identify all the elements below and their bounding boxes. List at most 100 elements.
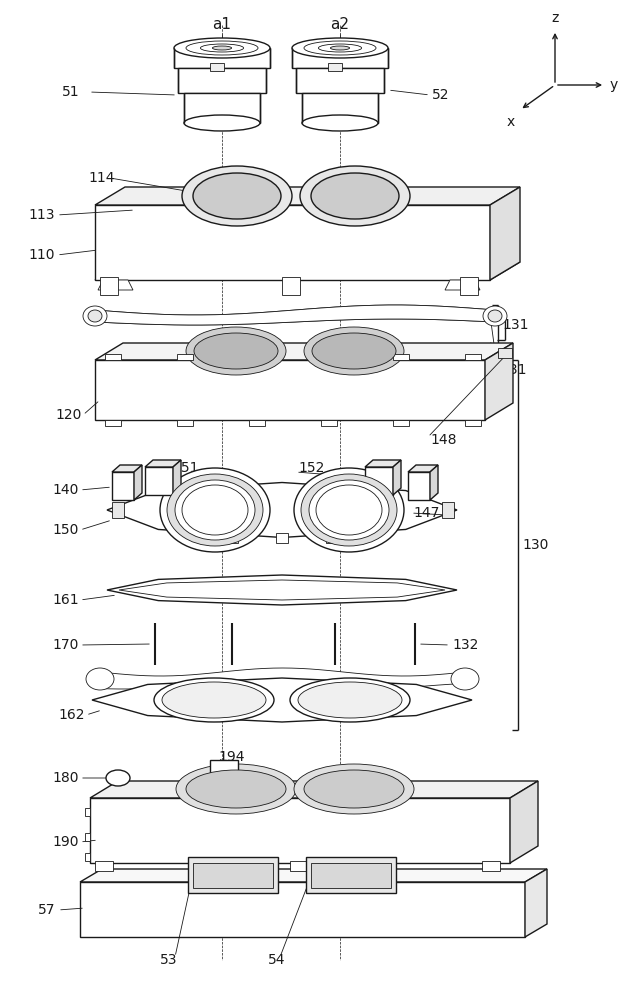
Polygon shape	[134, 465, 142, 500]
Ellipse shape	[483, 306, 507, 326]
Bar	[321, 420, 337, 426]
Text: 120: 120	[55, 408, 82, 422]
Bar	[85, 833, 90, 841]
Bar	[465, 420, 481, 426]
Bar	[188, 857, 278, 893]
Polygon shape	[90, 798, 510, 863]
Polygon shape	[107, 483, 457, 538]
Ellipse shape	[175, 480, 255, 540]
Text: 147: 147	[413, 506, 439, 520]
Ellipse shape	[488, 310, 502, 322]
Text: 110: 110	[28, 248, 54, 262]
Bar	[290, 861, 308, 871]
Text: 180: 180	[52, 771, 78, 785]
Bar	[85, 808, 90, 816]
Bar	[95, 861, 113, 871]
Text: 170: 170	[52, 638, 78, 652]
Bar	[442, 502, 454, 518]
Text: 113: 113	[28, 208, 54, 222]
Bar	[193, 863, 273, 888]
Text: 152: 152	[298, 461, 324, 475]
Ellipse shape	[186, 770, 286, 808]
Polygon shape	[98, 280, 133, 290]
Polygon shape	[80, 869, 547, 882]
Bar	[311, 863, 391, 888]
Ellipse shape	[304, 770, 404, 808]
Bar	[177, 420, 193, 426]
Bar	[210, 760, 238, 774]
Ellipse shape	[182, 485, 248, 535]
Polygon shape	[90, 781, 538, 798]
Polygon shape	[95, 360, 485, 420]
Polygon shape	[302, 93, 378, 123]
Bar	[112, 502, 124, 518]
Polygon shape	[525, 869, 547, 937]
Ellipse shape	[304, 41, 376, 55]
Text: 194: 194	[218, 750, 244, 764]
Text: 132: 132	[452, 638, 479, 652]
Polygon shape	[445, 280, 480, 290]
Polygon shape	[430, 465, 438, 500]
Text: 140: 140	[52, 483, 78, 497]
Text: y: y	[610, 78, 618, 92]
Ellipse shape	[304, 327, 404, 375]
Polygon shape	[490, 187, 520, 280]
Text: a2: a2	[330, 17, 349, 32]
Bar	[498, 348, 512, 358]
Polygon shape	[95, 205, 490, 280]
Ellipse shape	[330, 46, 349, 50]
Text: 114: 114	[88, 171, 115, 185]
Text: 150: 150	[52, 523, 78, 537]
Text: 148: 148	[430, 433, 456, 447]
Bar	[460, 277, 478, 295]
Bar	[276, 533, 288, 543]
Ellipse shape	[213, 46, 232, 50]
Ellipse shape	[194, 333, 278, 369]
Text: 130: 130	[522, 538, 548, 552]
Bar	[326, 533, 338, 543]
Ellipse shape	[300, 166, 410, 226]
Polygon shape	[184, 93, 260, 123]
Ellipse shape	[174, 38, 270, 58]
Polygon shape	[92, 678, 472, 722]
Text: 57: 57	[38, 903, 56, 917]
Bar	[465, 354, 481, 360]
Bar	[105, 420, 121, 426]
Polygon shape	[296, 68, 384, 93]
Polygon shape	[100, 668, 465, 689]
Ellipse shape	[316, 485, 382, 535]
Ellipse shape	[162, 682, 266, 718]
Ellipse shape	[301, 474, 397, 546]
Bar	[85, 853, 90, 861]
Ellipse shape	[182, 166, 292, 226]
Text: 54: 54	[268, 953, 285, 967]
Ellipse shape	[184, 115, 260, 131]
Polygon shape	[292, 48, 388, 68]
Bar	[306, 857, 396, 893]
Ellipse shape	[290, 678, 410, 722]
Bar	[482, 861, 500, 871]
Text: 53: 53	[160, 953, 177, 967]
Polygon shape	[80, 882, 525, 937]
Ellipse shape	[451, 668, 479, 690]
Bar	[393, 420, 409, 426]
Bar	[177, 354, 193, 360]
Polygon shape	[408, 472, 430, 500]
Polygon shape	[112, 465, 142, 472]
Ellipse shape	[294, 468, 404, 552]
Polygon shape	[145, 460, 181, 467]
Polygon shape	[95, 187, 520, 205]
Ellipse shape	[154, 678, 274, 722]
Bar	[321, 354, 337, 360]
Ellipse shape	[106, 770, 130, 786]
Polygon shape	[408, 465, 438, 472]
Text: 161: 161	[52, 593, 78, 607]
Polygon shape	[95, 262, 520, 280]
Polygon shape	[365, 467, 393, 495]
Ellipse shape	[311, 173, 399, 219]
Bar	[249, 420, 265, 426]
Polygon shape	[119, 580, 445, 600]
Polygon shape	[174, 48, 270, 68]
Text: 52: 52	[432, 88, 449, 102]
Polygon shape	[178, 68, 266, 93]
